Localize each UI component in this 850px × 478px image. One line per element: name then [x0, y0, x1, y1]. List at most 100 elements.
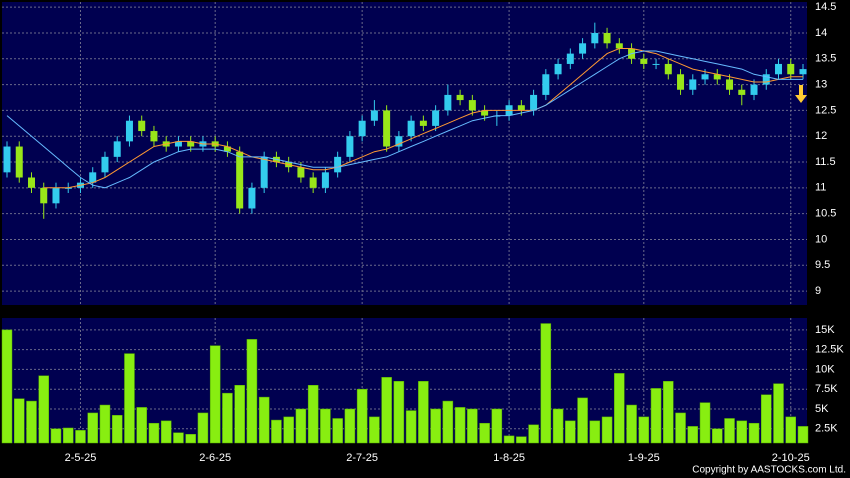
- volume-bar: [589, 420, 601, 444]
- volume-bar: [675, 412, 686, 444]
- volume-bar: [712, 428, 723, 444]
- volume-bar: [185, 434, 196, 444]
- candle-body: [101, 156, 109, 173]
- layer: 9 9.5 10 10.5 11 11.5 12 12.5 13 13.5 14 14.5 2-5-25…: [1, 1, 844, 464]
- candle-body: [530, 94, 538, 111]
- y-tick-label: 11.5: [815, 156, 836, 168]
- candle-body: [236, 151, 244, 209]
- y-tick-label: 14: [815, 27, 827, 39]
- candle-body: [775, 63, 783, 75]
- candle-body: [432, 110, 440, 126]
- candle-body: [652, 63, 660, 65]
- moving-average-line: [43, 48, 803, 189]
- y-tick-label: 12.5K: [815, 344, 844, 356]
- volume-bar: [454, 407, 466, 444]
- y-tick-label: 13: [815, 78, 827, 90]
- volume-bar: [26, 400, 37, 444]
- volume-bar: [565, 420, 576, 444]
- volume-bar: [736, 420, 748, 444]
- candle-body: [640, 58, 648, 64]
- candle-body: [358, 120, 366, 137]
- x-tick-label: 2-6-25: [199, 452, 231, 464]
- candle-body: [566, 53, 574, 64]
- volume-bar: [724, 418, 735, 444]
- volume-bar: [307, 384, 319, 444]
- candle-body: [603, 32, 611, 44]
- y-tick-label: 7.5K: [815, 383, 838, 395]
- copyright: Copyright by AASTOCKS.com Ltd.: [692, 465, 846, 476]
- volume-panel: [2, 318, 807, 443]
- candle-body: [787, 63, 795, 75]
- volume-bar: [62, 427, 74, 444]
- volume-bar: [1, 329, 13, 444]
- volume-bar: [650, 388, 662, 444]
- volume-bar: [552, 408, 564, 444]
- candle-body: [542, 74, 550, 95]
- volume-bar: [381, 377, 392, 444]
- candle-body: [419, 120, 427, 126]
- candle-body: [321, 172, 329, 188]
- candle-body: [260, 156, 268, 188]
- volume-bar: [479, 422, 490, 444]
- y-tick-label: 14.5: [815, 1, 836, 13]
- volume-bar: [614, 373, 625, 444]
- candle-body: [799, 69, 807, 75]
- candle-body: [456, 94, 464, 101]
- volume-bar: [418, 381, 429, 444]
- x-tick-label: 1-9-25: [628, 452, 660, 464]
- candle-body: [664, 63, 672, 75]
- candle-body: [738, 89, 746, 95]
- volume-bar: [638, 416, 650, 444]
- y-tick-label: 9: [815, 285, 821, 297]
- volume-bar: [601, 416, 613, 444]
- volume-bar: [687, 426, 699, 444]
- volume-bar: [467, 408, 478, 444]
- volume-bar: [148, 422, 160, 444]
- volume-bar: [797, 426, 809, 444]
- candle-body: [187, 141, 195, 147]
- volume-bar: [540, 323, 552, 444]
- candle-body: [579, 43, 587, 54]
- candle-body: [64, 187, 72, 189]
- candle-body: [125, 120, 133, 142]
- volume-bar: [344, 408, 356, 444]
- volume-bar: [577, 397, 588, 444]
- candle-body: [383, 110, 391, 147]
- candle-body: [750, 84, 758, 95]
- volume-bar: [258, 396, 270, 444]
- candle-body: [309, 177, 317, 188]
- candle-body: [370, 110, 378, 121]
- volume-bar: [320, 408, 331, 444]
- volume-bar: [663, 381, 674, 444]
- volume-bar: [503, 435, 515, 444]
- candle-body: [517, 105, 525, 111]
- volume-bar: [332, 418, 343, 444]
- volume-bar: [136, 407, 147, 444]
- volume-bar: [222, 392, 233, 444]
- volume-bar: [761, 394, 772, 444]
- candle-body: [174, 141, 182, 147]
- volume-bar: [173, 432, 184, 444]
- candle-body: [297, 167, 305, 178]
- y-tick-label: 15K: [815, 324, 835, 336]
- volume-bar: [748, 422, 760, 444]
- x-tick-label: 2-10-25: [772, 452, 810, 464]
- moving-average-line: [6, 50, 803, 189]
- price-panel: [2, 2, 807, 305]
- y-tick-label: 9.5: [815, 259, 830, 271]
- volume-bar: [283, 416, 294, 444]
- volume-bar: [246, 339, 258, 444]
- candle-body: [89, 172, 97, 183]
- volume-bar: [234, 384, 245, 444]
- candle-body: [248, 187, 256, 209]
- candle-body: [615, 43, 623, 49]
- y-tick-label: 12: [815, 130, 827, 142]
- volume-bar: [773, 383, 784, 444]
- volume-bar: [271, 419, 282, 444]
- candle-body: [762, 74, 770, 85]
- volume-bar: [295, 408, 307, 444]
- volume-bar: [369, 416, 380, 444]
- volume-bar: [491, 408, 503, 444]
- volume-bar: [209, 345, 221, 444]
